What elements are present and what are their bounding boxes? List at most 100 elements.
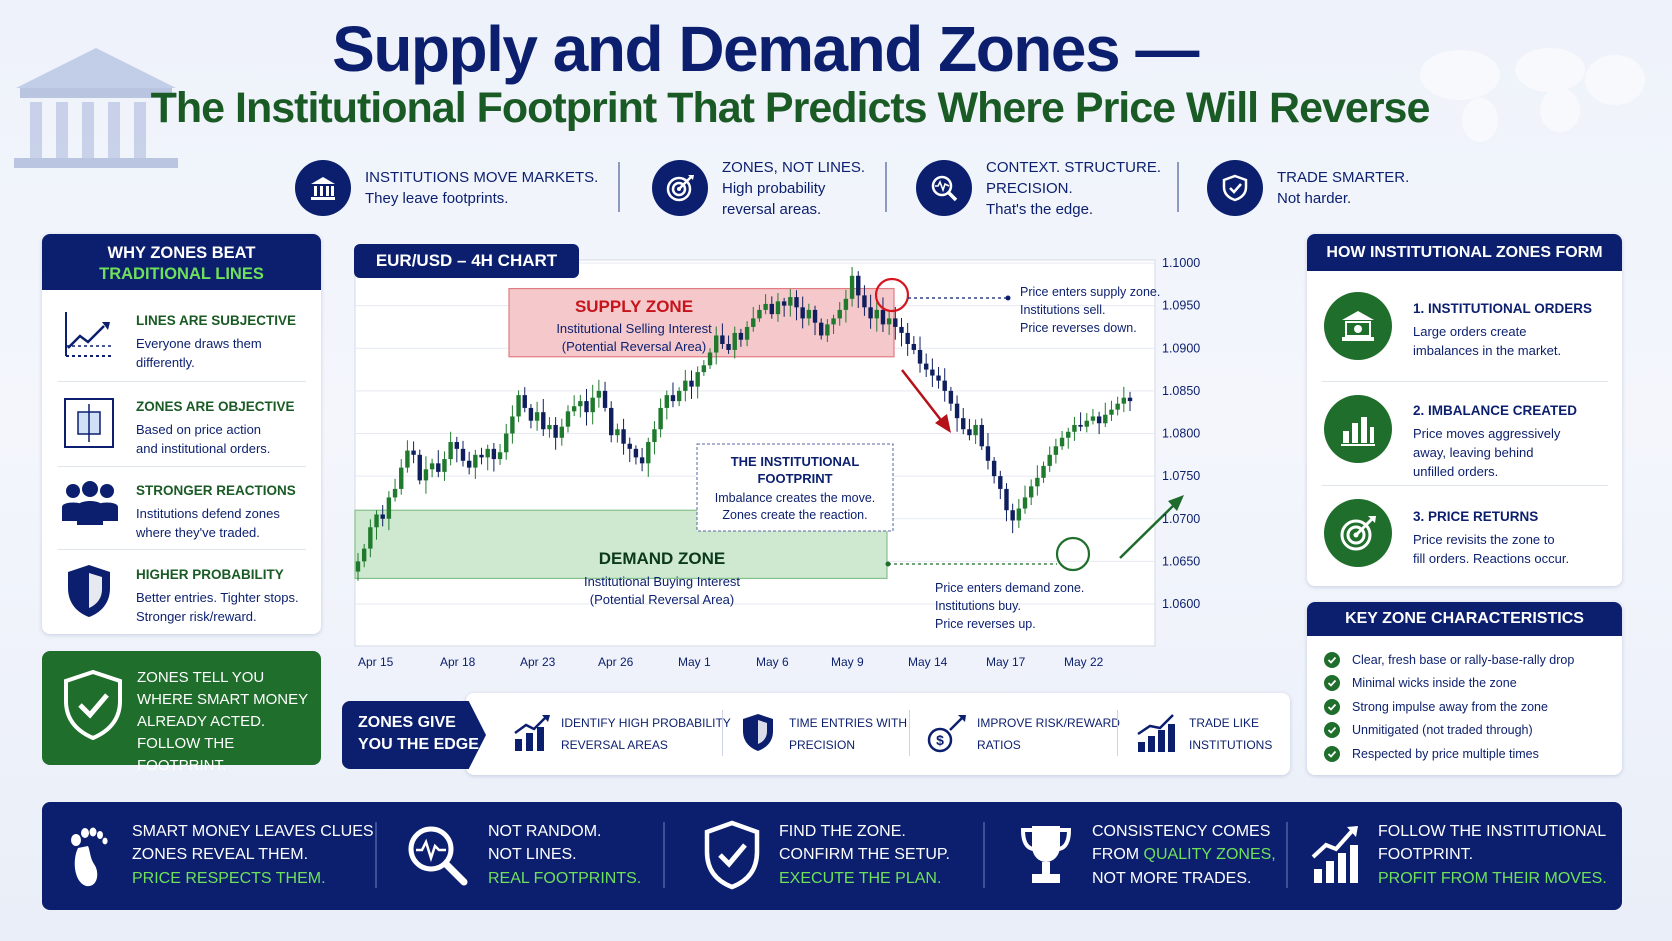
edge-divider bbox=[722, 710, 723, 756]
banner-cell-clues: SMART MONEY LEAVES CLUES. ZONES REVEAL TH… bbox=[64, 820, 378, 890]
candle bbox=[707, 348, 713, 369]
banner-cell-not-random: NOT RANDOM. NOT LINES. REAL FOOTPRINTS. bbox=[404, 820, 641, 890]
check-circle-icon bbox=[1324, 675, 1340, 692]
why-row-subjective: LINES ARE SUBJECTIVE Everyone draws them… bbox=[136, 313, 297, 370]
candle bbox=[646, 437, 651, 477]
candle bbox=[769, 296, 774, 319]
candle bbox=[670, 382, 676, 408]
bottom-banner bbox=[42, 802, 1622, 910]
candle bbox=[979, 418, 984, 450]
candle bbox=[466, 451, 472, 475]
x-tick-label: Apr 26 bbox=[598, 655, 634, 669]
demand-note-2: Institutions buy. bbox=[935, 599, 1021, 613]
candle bbox=[559, 418, 565, 446]
candle bbox=[788, 289, 793, 317]
x-tick-label: Apr 23 bbox=[520, 655, 556, 669]
magnifier-pulse-icon bbox=[408, 826, 468, 886]
candle bbox=[800, 296, 805, 329]
y-tick-label: 1.0950 bbox=[1162, 299, 1200, 313]
candle bbox=[1004, 483, 1009, 522]
candle bbox=[1072, 416, 1077, 441]
candle bbox=[856, 271, 861, 309]
dollar-arrow-icon: $ bbox=[927, 715, 966, 753]
candle bbox=[794, 290, 799, 321]
footprint-line1: Imbalance creates the move. bbox=[715, 491, 876, 505]
candle bbox=[732, 326, 737, 359]
candle bbox=[862, 285, 867, 316]
candle bbox=[380, 505, 385, 527]
candle bbox=[1103, 402, 1108, 427]
candle bbox=[621, 418, 626, 455]
magnifier-pulse-icon bbox=[916, 160, 972, 216]
row-divider bbox=[58, 549, 306, 550]
candle bbox=[689, 370, 694, 399]
page-title: Supply and Demand Zones — bbox=[332, 13, 1199, 85]
feature-zones: ZONES, NOT LINES. High probability reversa… bbox=[652, 152, 865, 224]
candle bbox=[763, 294, 768, 315]
candle bbox=[998, 470, 1003, 500]
candle bbox=[911, 336, 917, 355]
check-circle-icon bbox=[1324, 698, 1340, 715]
candle bbox=[954, 395, 960, 432]
candle bbox=[571, 395, 577, 417]
candle bbox=[1010, 503, 1015, 534]
candle bbox=[417, 449, 422, 485]
feature-divider bbox=[1177, 162, 1179, 212]
feature-context: CONTEXT. STRUCTURE. PRECISION. That's the … bbox=[916, 152, 1161, 224]
candle bbox=[361, 543, 367, 568]
candle bbox=[454, 436, 460, 463]
candle bbox=[880, 297, 886, 333]
feature-trade-smarter: TRADE SMARTER. Not harder. bbox=[1207, 152, 1409, 224]
candle bbox=[664, 390, 669, 420]
candle bbox=[392, 478, 398, 502]
candle bbox=[751, 306, 756, 332]
bar-chart-up-icon bbox=[514, 715, 550, 751]
candle bbox=[442, 451, 447, 481]
list-item: Respected by price multiple times bbox=[1324, 742, 1614, 766]
candle bbox=[868, 294, 873, 329]
chart-title-tab: EUR/USD – 4H CHART bbox=[354, 244, 579, 278]
candle bbox=[423, 456, 429, 494]
bank-icon bbox=[295, 160, 351, 216]
candle bbox=[547, 417, 552, 438]
edge-label: ZONES GIVE YOU THE EDGE bbox=[342, 701, 486, 769]
trophy-icon bbox=[1020, 826, 1072, 883]
candle bbox=[355, 552, 361, 581]
people-icon bbox=[62, 481, 118, 525]
list-item: Clear, fresh base or rally-base-rally dr… bbox=[1324, 648, 1614, 672]
candle bbox=[448, 431, 453, 466]
target-icon bbox=[652, 160, 708, 216]
why-zones-header: WHY ZONES BEAT TRADITIONAL LINES bbox=[42, 234, 321, 290]
banner-divider bbox=[1286, 822, 1288, 888]
shield-check-icon bbox=[1207, 160, 1263, 216]
candle bbox=[436, 450, 441, 478]
candle bbox=[368, 519, 373, 558]
eurusd-chart: SUPPLY ZONE Institutional Selling Intere… bbox=[354, 256, 1200, 669]
candle bbox=[819, 318, 824, 340]
candle bbox=[831, 314, 836, 334]
candle bbox=[843, 289, 849, 323]
demand-leader-dot bbox=[885, 561, 891, 567]
candle bbox=[1047, 446, 1052, 472]
candle bbox=[405, 440, 410, 473]
candle bbox=[738, 328, 744, 347]
candle bbox=[849, 266, 855, 307]
bar-chart-icon bbox=[1324, 395, 1392, 463]
candle bbox=[590, 384, 595, 425]
candle bbox=[899, 317, 904, 347]
form-step-orders: 1. INSTITUTIONAL ORDERS Large orders cre… bbox=[1413, 301, 1593, 358]
target-icon bbox=[1324, 499, 1392, 567]
candle bbox=[936, 366, 941, 389]
candle bbox=[893, 306, 898, 340]
candle bbox=[460, 440, 466, 467]
candle bbox=[1121, 386, 1127, 413]
candle bbox=[541, 399, 546, 436]
demand-note-3: Price reverses up. bbox=[935, 617, 1036, 631]
y-tick-label: 1.0850 bbox=[1162, 384, 1200, 398]
candle bbox=[961, 408, 966, 435]
candle bbox=[615, 423, 620, 443]
candle bbox=[504, 423, 509, 460]
candle bbox=[584, 388, 589, 426]
characteristics-list: Clear, fresh base or rally-base-rally dr… bbox=[1324, 648, 1614, 766]
form-step-imbalance: 2. IMBALANCE CREATED Price moves aggress… bbox=[1413, 403, 1578, 479]
